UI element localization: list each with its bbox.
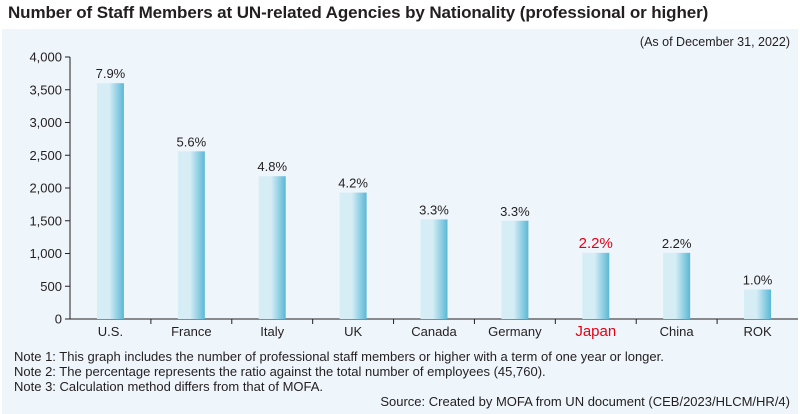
x-tick-label: Japan xyxy=(575,323,616,340)
bars: 7.9% U.S. 5.6% France 4.8% Italy 4.2% UK 3.3% Can… xyxy=(96,66,773,340)
as-of-date: (As of December 31, 2022) xyxy=(639,35,790,49)
bar-japan xyxy=(582,252,610,319)
x-tick-label: France xyxy=(171,324,211,339)
y-tick-label: 500 xyxy=(40,279,62,294)
y-tick-label: 3,500 xyxy=(29,82,62,97)
y-tick-label: 4,000 xyxy=(29,50,62,65)
y-tick-label: 0 xyxy=(55,312,62,327)
x-tick-label: U.S. xyxy=(98,324,123,339)
bar-germany xyxy=(501,220,529,319)
bar-canada xyxy=(420,219,448,319)
note-1: Note 1: This graph includes the number o… xyxy=(14,349,664,364)
bar-uk xyxy=(339,192,367,319)
data-label: 4.8% xyxy=(257,159,287,174)
y-axis-ticks: 0 500 1,000 1,500 2,000 2,500 3,000 3,500 4,000 xyxy=(29,50,70,327)
bar-italy xyxy=(258,176,286,319)
y-tick-label: 3,000 xyxy=(29,115,62,130)
data-label: 1.0% xyxy=(743,273,773,288)
note-3: Note 3: Calculation method differs from … xyxy=(14,379,324,394)
data-label: 2.2% xyxy=(662,236,692,251)
bar-france xyxy=(177,151,205,319)
data-label: 3.3% xyxy=(500,204,530,219)
x-tick-label: Italy xyxy=(260,324,284,339)
y-tick-label: 1,500 xyxy=(29,213,62,228)
x-tick-label: Canada xyxy=(411,324,457,339)
chart-panel xyxy=(2,29,798,414)
y-tick-label: 1,000 xyxy=(29,246,62,261)
y-tick-label: 2,000 xyxy=(29,181,62,196)
source-note: Source: Created by MOFA from UN document… xyxy=(380,394,790,409)
data-label: 5.6% xyxy=(177,134,207,149)
chart-title: Number of Staff Members at UN-related Ag… xyxy=(8,3,709,22)
x-tick-label: Germany xyxy=(488,324,542,339)
y-tick-label: 2,500 xyxy=(29,148,62,163)
note-2: Note 2: The percentage represents the ra… xyxy=(14,364,546,379)
data-label: 7.9% xyxy=(96,66,126,81)
x-tick-label: ROK xyxy=(743,324,772,339)
notes: Note 1: This graph includes the number o… xyxy=(14,349,664,394)
x-tick-label: UK xyxy=(344,324,362,339)
data-label: 4.2% xyxy=(338,176,368,191)
bar-rok xyxy=(744,289,772,319)
bar-u-s xyxy=(96,83,124,319)
x-tick-label: China xyxy=(660,324,695,339)
data-label: 3.3% xyxy=(419,202,449,217)
data-label: 2.2% xyxy=(579,235,613,252)
bar-china xyxy=(663,252,691,319)
